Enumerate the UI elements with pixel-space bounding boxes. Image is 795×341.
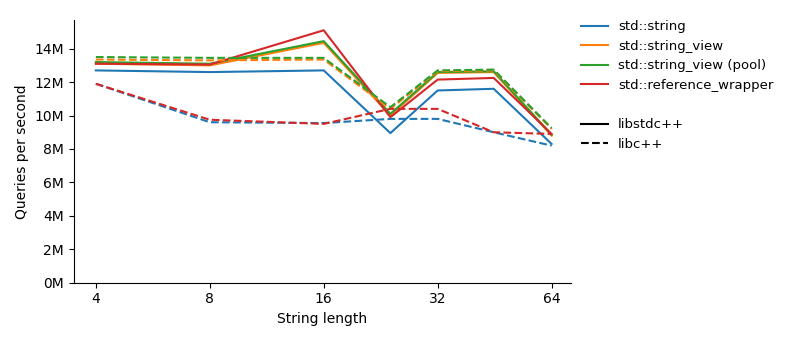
X-axis label: String length: String length [277, 312, 367, 326]
Legend: std::string, std::string_view, std::string_view (pool), std::reference_wrapper, : std::string, std::string_view, std::stri… [576, 15, 779, 156]
Y-axis label: Queries per second: Queries per second [15, 84, 29, 219]
